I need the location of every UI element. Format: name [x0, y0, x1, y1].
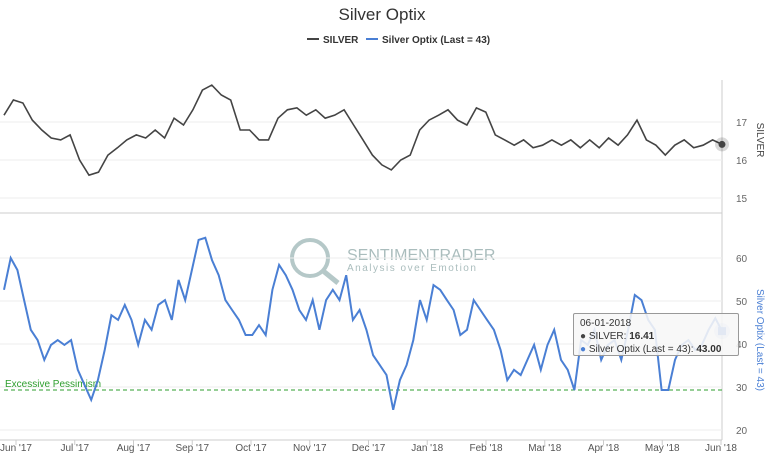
tooltip-optix-label: Silver Optix (Last = 43):	[588, 344, 694, 355]
watermark: SENTIMENTRADER Analysis over Emotion	[290, 238, 495, 285]
optix-axis-title: Silver Optix (Last = 43)	[754, 289, 765, 391]
y-tick-label: 20	[736, 426, 748, 437]
optix-series-line	[3, 236, 723, 411]
x-tick-label: Aug '17	[117, 443, 151, 454]
x-tick-label: Sep '17	[175, 443, 209, 454]
x-tick-label: May '18	[645, 443, 680, 454]
excessive-pessimism-label: Excessive Pessimism	[5, 379, 101, 390]
tooltip: 06-01-2018 ● SILVER: 16.41 ● Silver Opti…	[573, 313, 739, 356]
x-tick-label: Jun '18	[705, 443, 737, 454]
x-tick-label: Jan '18	[411, 443, 443, 454]
legend[interactable]: SILVER Silver Optix (Last = 43)	[307, 35, 490, 46]
watermark-magnifier-handle	[320, 268, 340, 285]
watermark-tagline: Analysis over Emotion	[347, 263, 477, 274]
x-tick-label: Dec '17	[352, 443, 386, 454]
x-tick-label: Mar '18	[528, 443, 561, 454]
silver-bullet-icon: ●	[580, 331, 587, 342]
silver-axis-title: SILVER	[754, 123, 765, 158]
y-tick-label: 30	[736, 383, 748, 394]
tooltip-silver-label: SILVER:	[588, 331, 627, 342]
silver-last-point	[718, 140, 726, 148]
tooltip-date: 06-01-2018	[580, 318, 632, 329]
x-tick-label: Apr '18	[588, 443, 620, 454]
x-tick-label: Oct '17	[235, 443, 267, 454]
x-tick-label: Jul '17	[60, 443, 89, 454]
optix-bullet-icon: ●	[580, 344, 587, 355]
legend-silver[interactable]: SILVER	[323, 35, 359, 46]
y-tick-label: 60	[736, 254, 748, 265]
y-tick-label: 15	[736, 194, 748, 205]
silver-series-line	[3, 84, 723, 177]
watermark-brand: SENTIMENTRADER	[347, 247, 495, 264]
y-tick-label: 50	[736, 297, 748, 308]
y-tick-label: 17	[736, 118, 748, 129]
x-tick-label: Feb '18	[469, 443, 502, 454]
x-tick-label: Nov '17	[293, 443, 327, 454]
y-tick-label: 16	[736, 156, 748, 167]
y-tick-label: 40	[736, 340, 748, 351]
tooltip-optix-value: 43.00	[696, 344, 722, 355]
tooltip-silver-value: 16.41	[629, 331, 655, 342]
legend-optix[interactable]: Silver Optix (Last = 43)	[382, 35, 490, 46]
x-tick-label: Jun '17	[0, 443, 32, 454]
chart-title: Silver Optix	[339, 5, 426, 24]
